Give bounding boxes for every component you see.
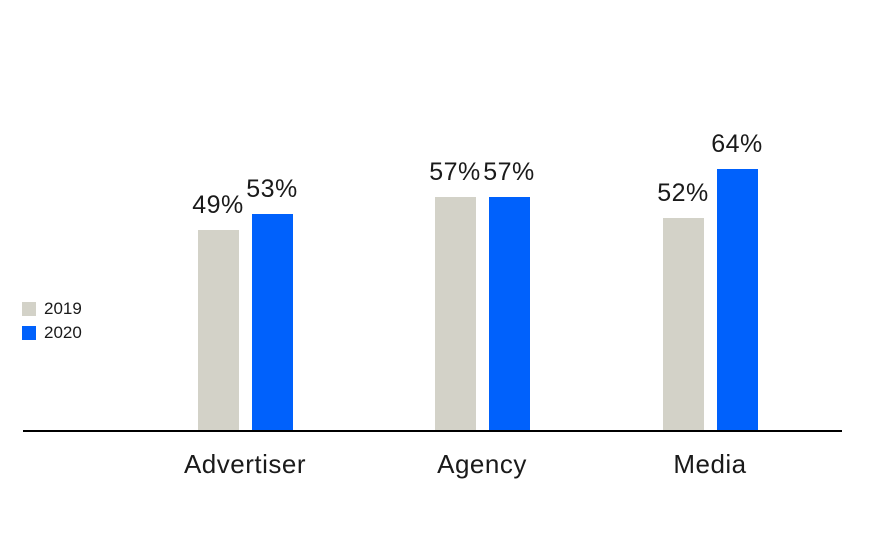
- category-label-media: Media: [673, 449, 747, 479]
- bar-2019-media: [662, 218, 704, 430]
- value-label-2020-advertiser: 53%: [246, 175, 298, 203]
- value-label-2020-agency: 57%: [483, 158, 535, 186]
- bar-2019-advertiser: [197, 230, 239, 430]
- category-label-agency: Agency: [437, 449, 527, 479]
- bar-2019-agency: [434, 197, 476, 430]
- legend-item-2020: 2020: [22, 321, 82, 345]
- legend-swatch-2019: [22, 302, 36, 316]
- category-label-advertiser: Advertiser: [183, 449, 307, 479]
- legend: 2019 2020: [22, 297, 82, 345]
- value-label-2019-media: 52%: [657, 179, 709, 207]
- value-label-2019-advertiser: 49%: [192, 191, 244, 219]
- bar-2020-media: [716, 169, 758, 430]
- bar-2020-agency: [488, 197, 530, 430]
- x-axis-line: [23, 430, 842, 432]
- value-label-2019-agency: 57%: [429, 158, 481, 186]
- legend-item-2019: 2019: [22, 297, 82, 321]
- legend-swatch-2020: [22, 326, 36, 340]
- legend-label-2019: 2019: [44, 299, 82, 318]
- value-label-2020-media: 64%: [711, 130, 763, 158]
- bar-2020-advertiser: [251, 214, 293, 430]
- legend-label-2020: 2020: [44, 323, 82, 342]
